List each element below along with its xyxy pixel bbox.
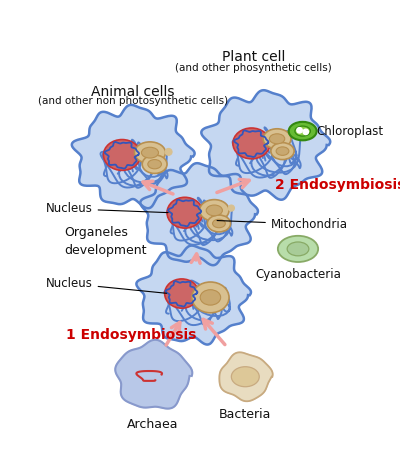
Text: (and other phosynthetic cells): (and other phosynthetic cells) — [176, 63, 332, 73]
Polygon shape — [115, 340, 192, 408]
Ellipse shape — [142, 147, 158, 158]
Ellipse shape — [231, 367, 259, 387]
Circle shape — [165, 149, 172, 156]
Ellipse shape — [207, 215, 230, 232]
Text: 2 Endosymbiosis: 2 Endosymbiosis — [275, 178, 400, 192]
Ellipse shape — [134, 142, 166, 164]
Ellipse shape — [289, 122, 317, 141]
Ellipse shape — [200, 200, 229, 221]
Ellipse shape — [287, 242, 309, 256]
Ellipse shape — [206, 205, 222, 216]
Ellipse shape — [200, 290, 221, 305]
Polygon shape — [201, 90, 330, 200]
Ellipse shape — [270, 134, 285, 144]
Text: Nucleus: Nucleus — [46, 277, 166, 293]
Ellipse shape — [212, 219, 225, 228]
Text: Bacteria: Bacteria — [219, 407, 272, 421]
Ellipse shape — [104, 140, 141, 170]
Ellipse shape — [148, 160, 162, 169]
Ellipse shape — [271, 142, 294, 160]
Circle shape — [297, 128, 302, 133]
Text: (and other non photosynthetic cells): (and other non photosynthetic cells) — [38, 96, 228, 106]
Ellipse shape — [276, 147, 289, 156]
Circle shape — [228, 205, 234, 211]
Polygon shape — [140, 163, 258, 265]
Ellipse shape — [142, 155, 167, 173]
Ellipse shape — [167, 197, 203, 228]
Polygon shape — [72, 105, 195, 208]
Text: 1 Endosymbiosis: 1 Endosymbiosis — [66, 328, 196, 342]
Circle shape — [303, 129, 308, 134]
Text: Plant cell: Plant cell — [222, 50, 286, 64]
Ellipse shape — [278, 236, 318, 262]
Text: Mitochondria: Mitochondria — [217, 218, 348, 231]
Ellipse shape — [233, 128, 270, 159]
Ellipse shape — [295, 126, 310, 136]
Text: Organeles
development: Organeles development — [64, 226, 146, 257]
Text: Archaea: Archaea — [127, 418, 179, 431]
Text: Nucleus: Nucleus — [46, 203, 168, 215]
Ellipse shape — [263, 129, 291, 149]
Polygon shape — [136, 246, 251, 345]
Polygon shape — [219, 352, 273, 401]
Text: Animal cells: Animal cells — [91, 85, 175, 99]
Ellipse shape — [165, 279, 199, 308]
Text: Chloroplast: Chloroplast — [317, 125, 384, 138]
Text: Cyanobacteria: Cyanobacteria — [255, 268, 341, 281]
Ellipse shape — [192, 282, 229, 313]
